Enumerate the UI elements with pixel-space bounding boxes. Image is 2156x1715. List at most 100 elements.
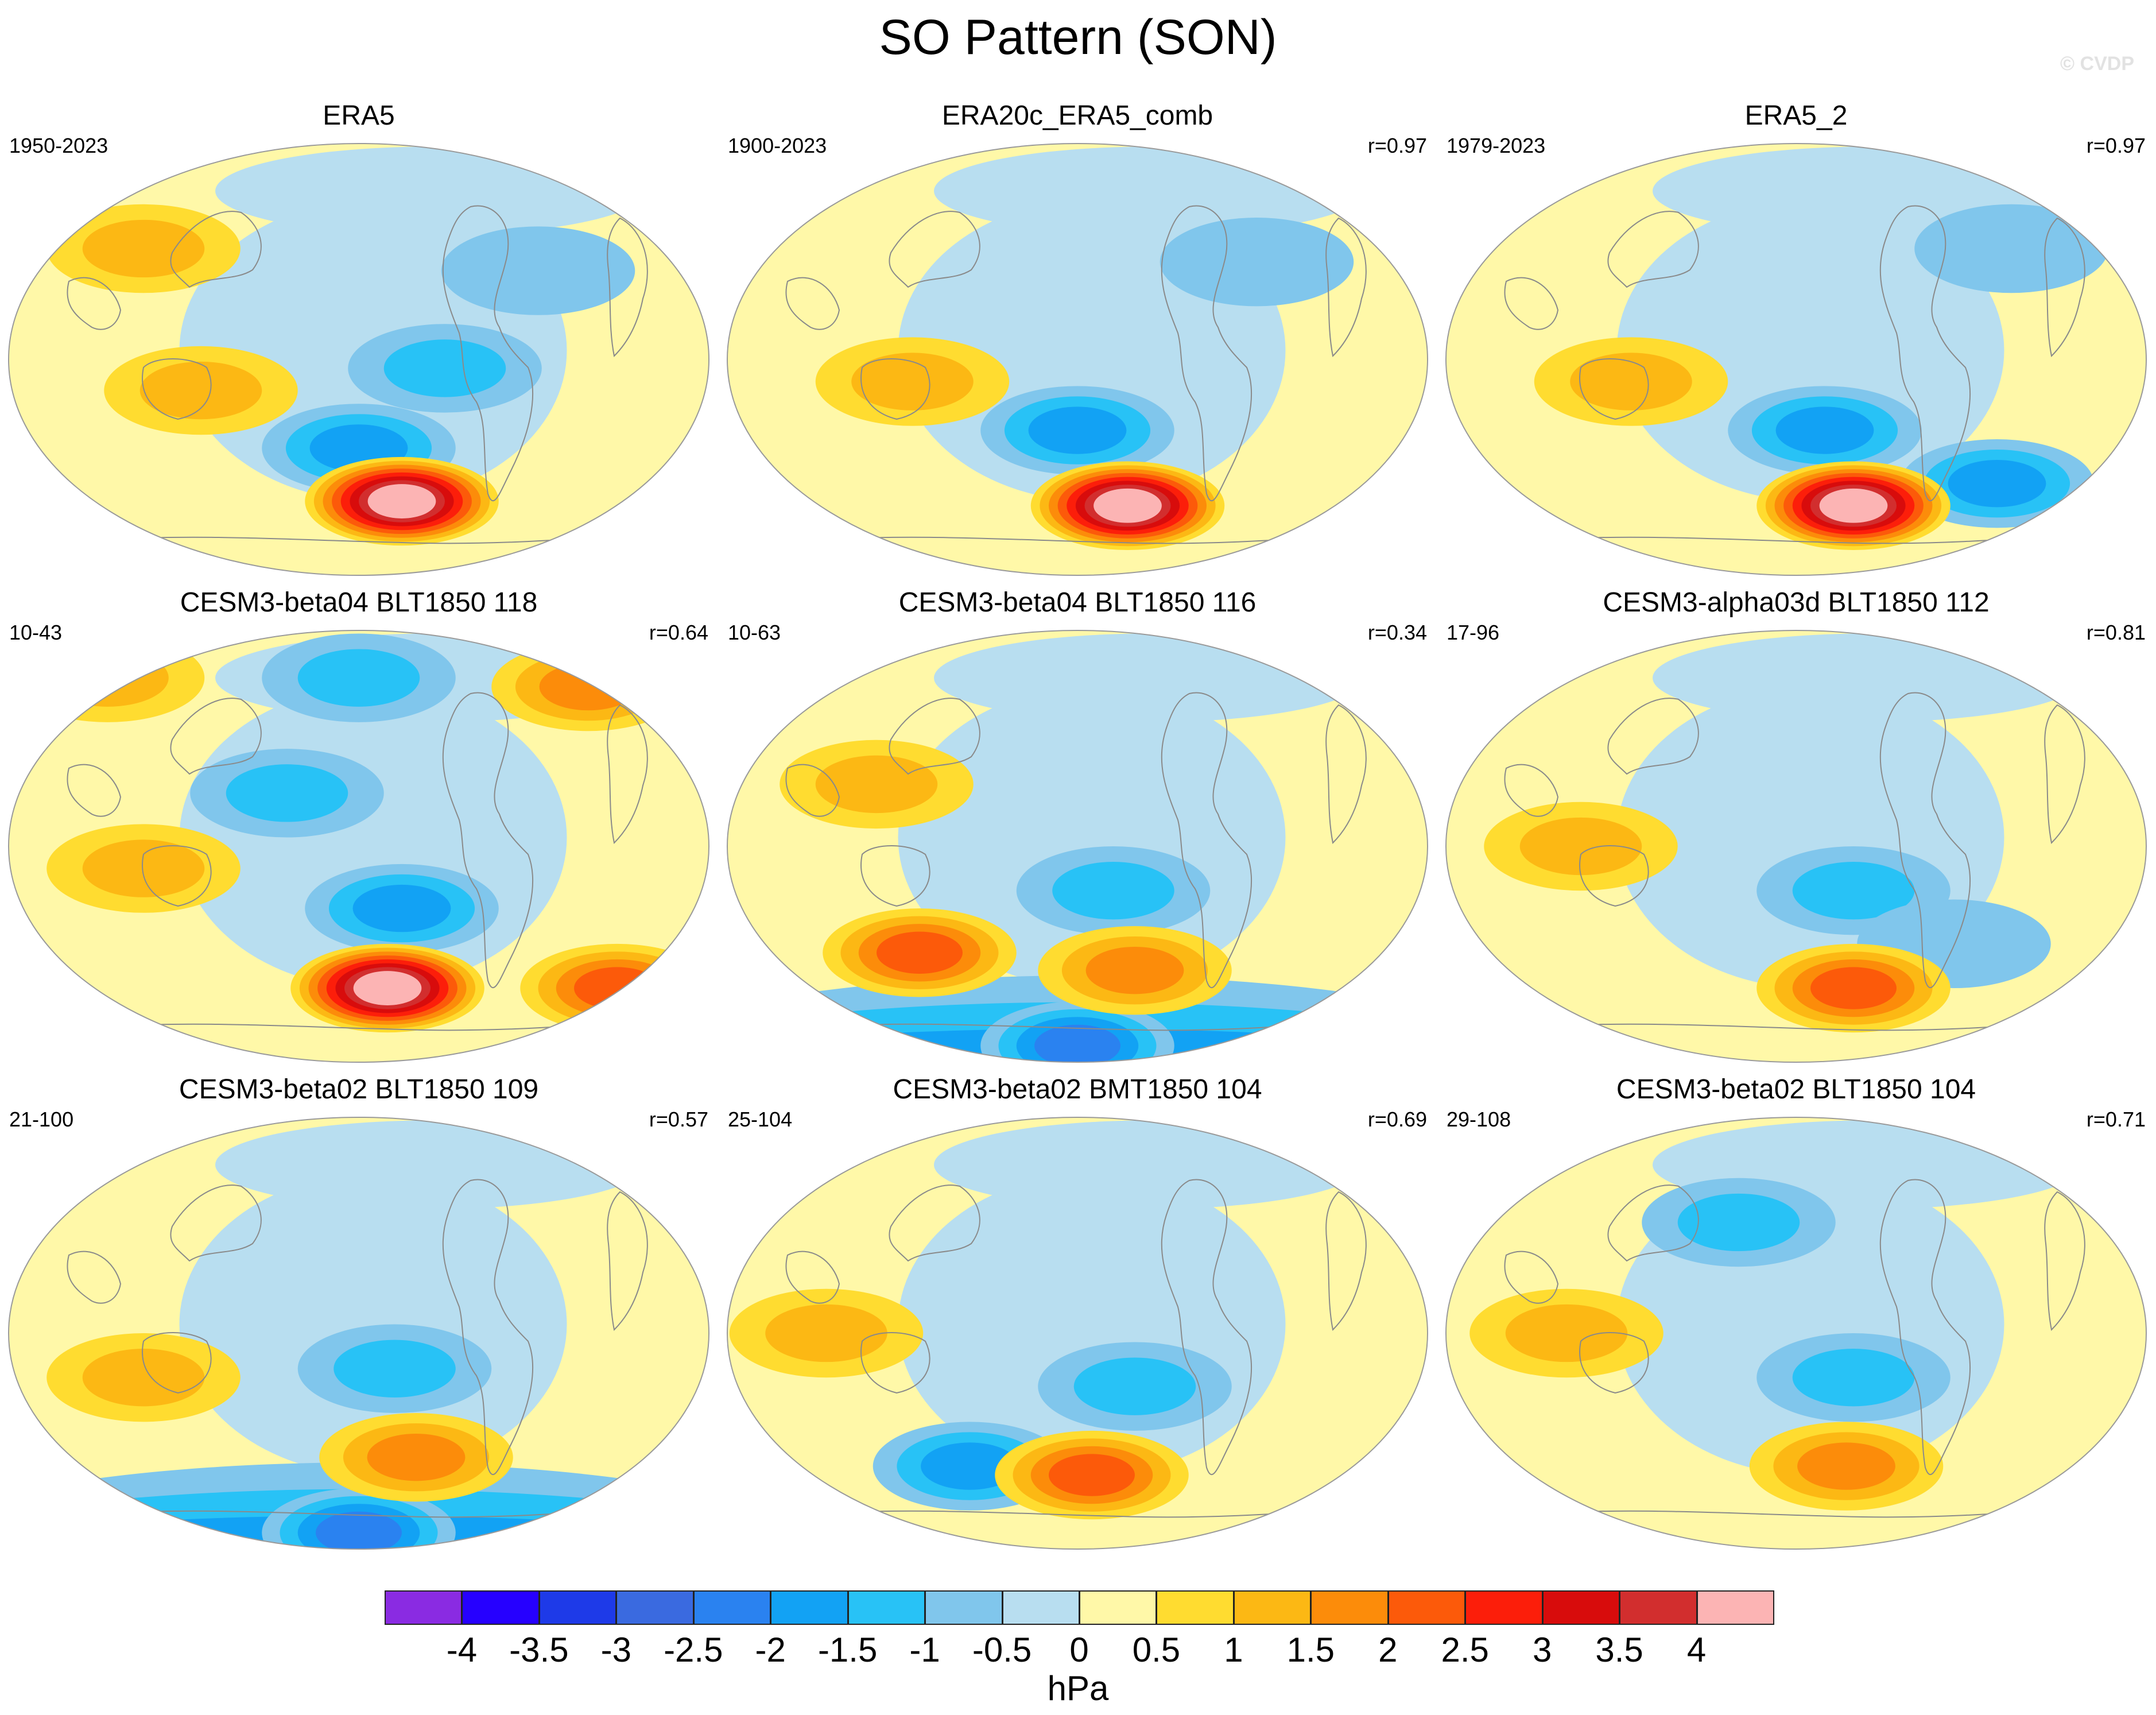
colorbar-swatch bbox=[385, 1590, 463, 1625]
panel-correlation: r=0.34 bbox=[1367, 621, 1427, 644]
coastline bbox=[1579, 845, 1649, 907]
high-pressure-anomaly bbox=[1570, 353, 1692, 411]
panel-title: CESM3-alpha03d BLT1850 112 bbox=[1603, 587, 1990, 618]
panel-title: CESM3-beta02 BLT1850 104 bbox=[1616, 1074, 1976, 1105]
negative-anomaly-region bbox=[934, 633, 1364, 722]
high-pressure-anomaly bbox=[1519, 817, 1642, 876]
sea-level-pressure-map bbox=[8, 1117, 709, 1550]
coastline bbox=[2044, 704, 2085, 845]
colorbar-tick-label: 1 bbox=[1224, 1631, 1243, 1669]
map-panel: ERA5 1950-2023 bbox=[0, 99, 718, 581]
high-pressure-anomaly bbox=[139, 361, 262, 420]
colorbar-tick-label: 2.5 bbox=[1441, 1631, 1489, 1669]
colorbar-swatch bbox=[770, 1590, 848, 1625]
low-pressure-anomaly bbox=[1073, 1357, 1196, 1415]
map-outline bbox=[727, 143, 1428, 576]
colorbar-tick-label: 4 bbox=[1686, 1631, 1707, 1669]
coastline bbox=[785, 764, 840, 817]
high-pressure-anomaly bbox=[82, 1349, 205, 1407]
coastline bbox=[442, 1179, 534, 1476]
coastline bbox=[1325, 704, 1367, 845]
panel-years: 21-100 bbox=[9, 1108, 74, 1131]
sea-level-pressure-map bbox=[727, 630, 1428, 1063]
high-pressure-anomaly bbox=[1085, 946, 1184, 994]
low-pressure-anomaly bbox=[1160, 217, 1354, 307]
coastline bbox=[1161, 205, 1253, 502]
sea-level-pressure-map bbox=[1445, 630, 2147, 1063]
high-pressure-anomaly bbox=[367, 484, 436, 518]
coastline bbox=[2044, 217, 2085, 358]
colorbar bbox=[385, 1590, 1774, 1627]
low-pressure-anomaly bbox=[334, 1340, 456, 1397]
colorbar-swatch bbox=[1696, 1590, 1774, 1625]
panel-correlation: r=0.81 bbox=[2086, 621, 2146, 644]
map-outline bbox=[8, 1117, 709, 1550]
colorbar-swatch bbox=[1156, 1590, 1234, 1625]
coastline bbox=[889, 1184, 980, 1262]
colorbar-tick-label: -4 bbox=[446, 1631, 478, 1669]
coastline bbox=[607, 704, 648, 845]
negative-anomaly-region bbox=[934, 146, 1364, 235]
high-pressure-anomaly bbox=[1810, 967, 1897, 1009]
high-pressure-anomaly bbox=[367, 1433, 466, 1481]
coastline bbox=[170, 698, 262, 775]
high-pressure-anomaly bbox=[1797, 1442, 1895, 1490]
sea-level-pressure-map bbox=[1445, 143, 2147, 576]
colorbar-units-label: hPa bbox=[1047, 1669, 1109, 1708]
map-outline bbox=[8, 143, 709, 576]
coastline bbox=[1325, 1191, 1367, 1331]
high-pressure-anomaly bbox=[815, 755, 938, 814]
colorbar-swatch bbox=[1310, 1590, 1389, 1625]
high-pressure-anomaly bbox=[46, 649, 169, 707]
low-pressure-anomaly bbox=[441, 226, 635, 315]
high-pressure-anomaly bbox=[765, 1304, 887, 1362]
negative-anomaly-region bbox=[934, 1120, 1364, 1209]
colorbar-swatch bbox=[616, 1590, 694, 1625]
high-pressure-anomaly bbox=[1505, 1304, 1628, 1362]
map-outline bbox=[1445, 1117, 2147, 1550]
coastline bbox=[785, 277, 840, 330]
colorbar-swatch bbox=[847, 1590, 926, 1625]
panel-correlation: r=0.71 bbox=[2086, 1108, 2146, 1131]
panel-title: ERA5_2 bbox=[1744, 100, 1848, 131]
coastline bbox=[142, 1332, 212, 1394]
coastline bbox=[607, 217, 648, 358]
panel-title: CESM3-beta02 BLT1850 109 bbox=[179, 1074, 539, 1105]
panel-title: CESM3-beta04 BLT1850 116 bbox=[898, 587, 1257, 618]
colorbar-swatch bbox=[1079, 1590, 1157, 1625]
colorbar-tick-label: -1.5 bbox=[817, 1631, 878, 1669]
map-panel: CESM3-alpha03d BLT1850 112 17-96 r=0.81 bbox=[1437, 586, 2155, 1068]
coastline bbox=[607, 1191, 648, 1331]
high-pressure-anomaly bbox=[851, 353, 974, 411]
panel-years: 1950-2023 bbox=[9, 134, 108, 157]
colorbar-swatch bbox=[1542, 1590, 1620, 1625]
high-pressure-anomaly bbox=[1819, 488, 1888, 523]
colorbar-tick-label: 0.5 bbox=[1132, 1631, 1181, 1669]
coastline bbox=[889, 211, 980, 288]
colorbar-swatch bbox=[1233, 1590, 1312, 1625]
coastline bbox=[889, 698, 980, 775]
colorbar-tick-label: -3 bbox=[600, 1631, 631, 1669]
negative-anomaly-region bbox=[215, 146, 646, 235]
coastline bbox=[1607, 1184, 1699, 1262]
coastline bbox=[442, 205, 534, 502]
watermark: © CVDP bbox=[2060, 53, 2134, 75]
coastline bbox=[2044, 1191, 2085, 1331]
coastline bbox=[1504, 277, 1559, 330]
colorbar-swatch bbox=[462, 1590, 540, 1625]
sea-level-pressure-map bbox=[727, 143, 1428, 576]
panel-years: 1979-2023 bbox=[1447, 134, 1546, 157]
map-panel: CESM3-beta04 BLT1850 118 10-43 r=0.64 bbox=[0, 586, 718, 1068]
colorbar-swatch bbox=[1619, 1590, 1697, 1625]
panel-correlation: r=0.97 bbox=[2086, 134, 2146, 157]
map-panel: CESM3-beta02 BLT1850 109 21-100 r=0.57 bbox=[0, 1073, 718, 1555]
panel-title: CESM3-beta02 BMT1850 104 bbox=[893, 1074, 1262, 1105]
low-pressure-anomaly bbox=[1034, 1024, 1120, 1062]
high-pressure-anomaly bbox=[574, 967, 660, 1009]
coastline bbox=[142, 845, 212, 907]
map-outline bbox=[727, 630, 1428, 1063]
coastline bbox=[170, 211, 262, 288]
high-pressure-anomaly bbox=[539, 663, 638, 711]
colorbar-tick-label: 1.5 bbox=[1286, 1631, 1335, 1669]
panel-years: 10-63 bbox=[728, 621, 781, 644]
